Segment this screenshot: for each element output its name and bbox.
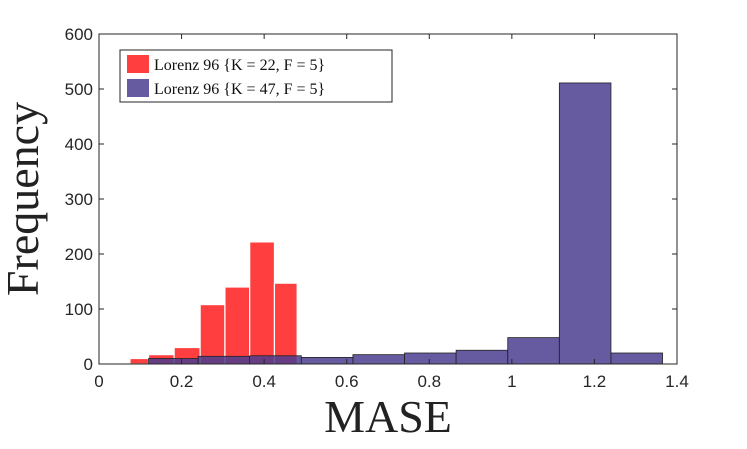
x-tick-label: 0.4	[252, 372, 276, 391]
x-axis-title: MASE	[324, 391, 452, 442]
x-tick-label: 1.2	[583, 372, 607, 391]
y-tick-label: 200	[65, 245, 93, 264]
y-tick-label: 0	[84, 355, 93, 374]
bar-series2-bin5	[352, 354, 405, 365]
bar-series2-bin3	[249, 355, 302, 365]
bar-series1-bin5	[224, 286, 251, 365]
legend: Lorenz 96 {K = 22, F = 5} Lorenz 96 {K =…	[119, 49, 393, 103]
bar-series2-bin8	[507, 337, 560, 365]
y-tick-label: 500	[65, 80, 93, 99]
bars-layer	[129, 82, 663, 365]
bar-series1-bin6	[249, 241, 276, 365]
y-tick-label: 600	[65, 25, 93, 44]
y-tick-labels: 0 100 200 300 400 500 600	[65, 25, 93, 374]
bar-series2-bin2	[197, 355, 251, 365]
bar-series2-bin4	[300, 356, 354, 365]
x-tick-label: 0.8	[417, 372, 441, 391]
x-tick-label: 1.4	[665, 372, 689, 391]
y-tick-label: 100	[65, 300, 93, 319]
x-tick-label: 0.6	[335, 372, 359, 391]
x-tick-label: 0	[94, 372, 103, 391]
y-tick-label: 300	[65, 190, 93, 209]
bar-series2-bin9	[558, 82, 612, 365]
bar-series1-bin7	[273, 282, 298, 365]
legend-swatch-k22	[127, 55, 149, 73]
y-axis-title: Frequency	[0, 102, 48, 296]
legend-label-k47: Lorenz 96 {K = 47, F = 5}	[154, 81, 325, 98]
x-tick-labels: 0 0.2 0.4 0.6 0.8 1 1.2 1.4	[94, 372, 689, 391]
bar-series2-bin7	[455, 349, 509, 365]
bar-series1-bin4	[199, 304, 226, 365]
legend-label-k22: Lorenz 96 {K = 22, F = 5}	[154, 57, 325, 74]
x-tick-label: 0.2	[170, 372, 194, 391]
ticks-layer	[98, 33, 678, 365]
y-tick-label: 400	[65, 135, 93, 154]
bar-series2-bin1	[148, 358, 199, 365]
bar-series2-bin6	[404, 352, 457, 365]
x-tick-label: 1	[507, 372, 516, 391]
legend-box	[119, 49, 393, 103]
bar-series2-bin10	[610, 352, 663, 365]
legend-swatch-k47	[127, 79, 149, 97]
bar-series1-bin1	[129, 357, 150, 365]
